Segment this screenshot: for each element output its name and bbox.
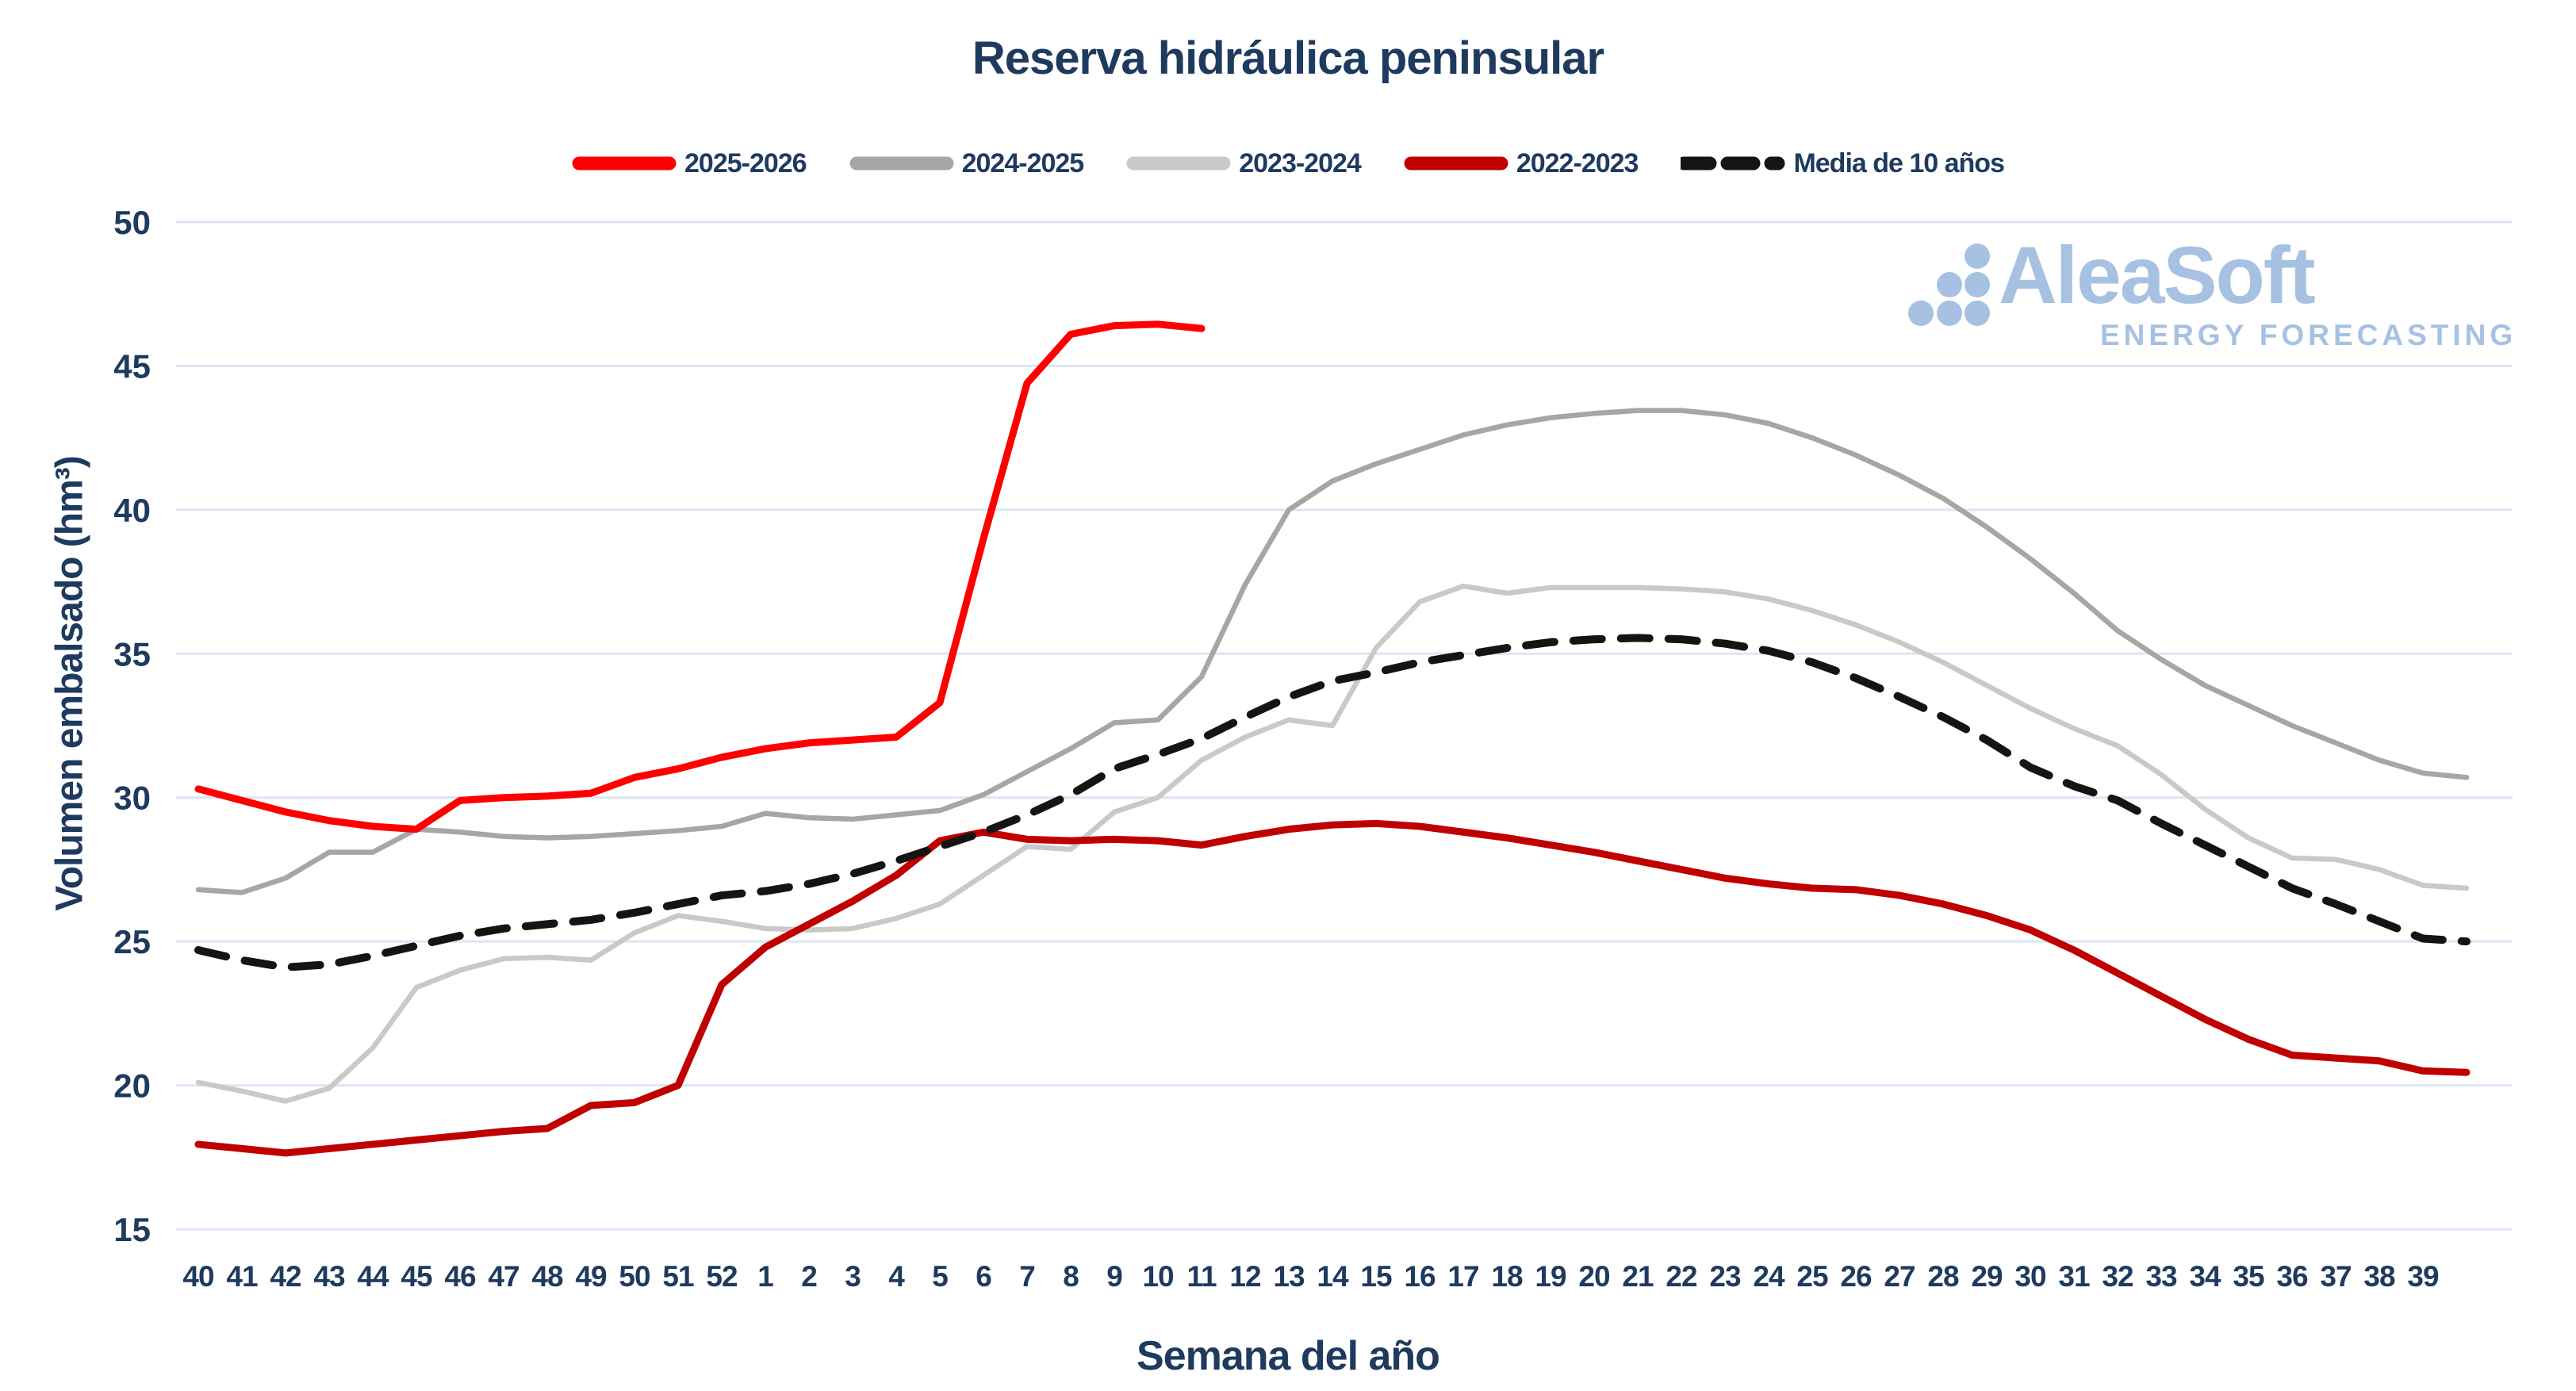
legend-swatch-Media de 10 años <box>1681 156 1785 171</box>
x-tick-48: 48 <box>531 1260 563 1293</box>
legend-item-2025-2026: 2025-2026 <box>572 148 807 179</box>
x-tick-10: 10 <box>1142 1260 1174 1293</box>
x-tick-16: 16 <box>1404 1260 1436 1293</box>
x-tick-30: 30 <box>2014 1260 2046 1293</box>
x-tick-45: 45 <box>401 1260 432 1293</box>
x-tick-23: 23 <box>1709 1260 1741 1293</box>
series-Media de 10 años <box>194 634 2471 971</box>
logo-brand: AleaSoft <box>1999 230 2316 320</box>
legend-label: 2025-2026 <box>684 148 807 178</box>
x-tick-5: 5 <box>932 1260 948 1293</box>
x-tick-25: 25 <box>1796 1260 1828 1293</box>
y-axis-title: Volumen embalsado (hm³) <box>48 456 91 911</box>
x-tick-19: 19 <box>1535 1260 1566 1293</box>
legend-swatch-2025-2026 <box>572 156 677 171</box>
y-tick-20: 20 <box>113 1067 151 1105</box>
legend-item-Media de 10 años: Media de 10 años <box>1681 148 2005 179</box>
series-2022-2023 <box>194 819 2471 1157</box>
x-tick-13: 13 <box>1273 1260 1305 1293</box>
y-tick-30: 30 <box>113 780 151 817</box>
x-tick-43: 43 <box>313 1260 345 1293</box>
x-axis-title: Semana del año <box>1137 1333 1440 1379</box>
x-tick-35: 35 <box>2233 1260 2264 1293</box>
gridlines <box>176 220 2513 1231</box>
y-tick-40: 40 <box>113 492 151 529</box>
x-tick-39: 39 <box>2407 1260 2439 1293</box>
legend-label: 2024-2025 <box>961 148 1085 178</box>
legend-swatch-2024-2025 <box>849 156 954 171</box>
x-tick-50: 50 <box>619 1260 650 1293</box>
x-tick-12: 12 <box>1229 1260 1261 1293</box>
x-tick-22: 22 <box>1666 1260 1697 1293</box>
x-tick-31: 31 <box>2058 1260 2090 1293</box>
x-tick-4: 4 <box>888 1260 905 1293</box>
x-tick-20: 20 <box>1578 1260 1610 1293</box>
x-tick-52: 52 <box>706 1260 738 1293</box>
x-tick-37: 37 <box>2320 1260 2351 1293</box>
x-tick-44: 44 <box>357 1260 389 1293</box>
aleasoft-logo-icon <box>1908 243 1990 326</box>
x-tick-7: 7 <box>1019 1260 1035 1293</box>
x-tick-11: 11 <box>1186 1260 1217 1293</box>
x-tick-27: 27 <box>1884 1260 1915 1293</box>
x-tick-41: 41 <box>226 1260 258 1293</box>
x-tick-34: 34 <box>2189 1260 2221 1293</box>
logo-tagline: ENERGY FORECASTING <box>2100 318 2517 351</box>
y-tick-50: 50 <box>113 204 151 241</box>
x-tick-21: 21 <box>1622 1260 1654 1293</box>
series-2024-2025 <box>195 408 2470 895</box>
x-tick-38: 38 <box>2363 1260 2395 1293</box>
x-tick-6: 6 <box>976 1260 991 1293</box>
legend-swatch-2023-2024 <box>1126 156 1231 171</box>
series-2025-2026 <box>194 320 1206 833</box>
x-tick-9: 9 <box>1106 1260 1122 1293</box>
y-tick-15: 15 <box>113 1211 151 1248</box>
legend-item-2022-2023: 2022-2023 <box>1404 148 1639 179</box>
legend-item-2024-2025: 2024-2025 <box>849 148 1084 179</box>
x-tick-33: 33 <box>2145 1260 2177 1293</box>
legend-label: Media de 10 años <box>1793 148 2005 178</box>
x-tick-46: 46 <box>444 1260 476 1293</box>
x-tick-32: 32 <box>2102 1260 2133 1293</box>
x-tick-8: 8 <box>1063 1260 1079 1293</box>
legend-label: 2023-2024 <box>1239 148 1362 178</box>
x-tick-47: 47 <box>488 1260 519 1293</box>
x-tick-29: 29 <box>1971 1260 2003 1293</box>
x-tick-40: 40 <box>182 1260 214 1293</box>
x-tick-26: 26 <box>1840 1260 1872 1293</box>
x-tick-3: 3 <box>845 1260 861 1293</box>
aleasoft-logo: AleaSoft ENERGY FORECASTING <box>1908 230 2517 352</box>
x-tick-51: 51 <box>662 1260 694 1293</box>
x-tick-28: 28 <box>1927 1260 1959 1293</box>
x-tick-17: 17 <box>1447 1260 1478 1293</box>
y-axis-labels: 50 45 40 35 30 25 20 15 <box>113 204 151 1248</box>
x-tick-42: 42 <box>270 1260 301 1293</box>
x-tick-1: 1 <box>757 1260 773 1293</box>
x-tick-18: 18 <box>1491 1260 1523 1293</box>
series-2023-2024 <box>195 583 2470 1104</box>
x-axis-labels: 40 41 42 43 44 45 46 47 48 49 50 51 52 1 2 3 4 5 6 7 8 9 10 11 1… <box>182 1260 2440 1293</box>
x-tick-15: 15 <box>1360 1260 1392 1293</box>
x-tick-24: 24 <box>1753 1260 1785 1293</box>
x-tick-36: 36 <box>2276 1260 2308 1293</box>
x-tick-2: 2 <box>801 1260 817 1293</box>
legend-label: 2022-2023 <box>1516 148 1639 178</box>
page-title: Reserva hidráulica peninsular <box>972 33 1604 84</box>
legend-item-2023-2024: 2023-2024 <box>1126 148 1362 179</box>
y-tick-45: 45 <box>113 347 151 385</box>
logo-text-block: AleaSoft ENERGY FORECASTING <box>1999 230 2517 352</box>
x-tick-14: 14 <box>1317 1260 1349 1293</box>
legend: 2025-2026 2024-2025 2023-2024 2022-2023 Medi… <box>0 143 2576 184</box>
legend-swatch-2022-2023 <box>1404 156 1508 171</box>
y-tick-35: 35 <box>113 635 151 673</box>
x-tick-49: 49 <box>575 1260 607 1293</box>
y-tick-25: 25 <box>113 923 151 960</box>
